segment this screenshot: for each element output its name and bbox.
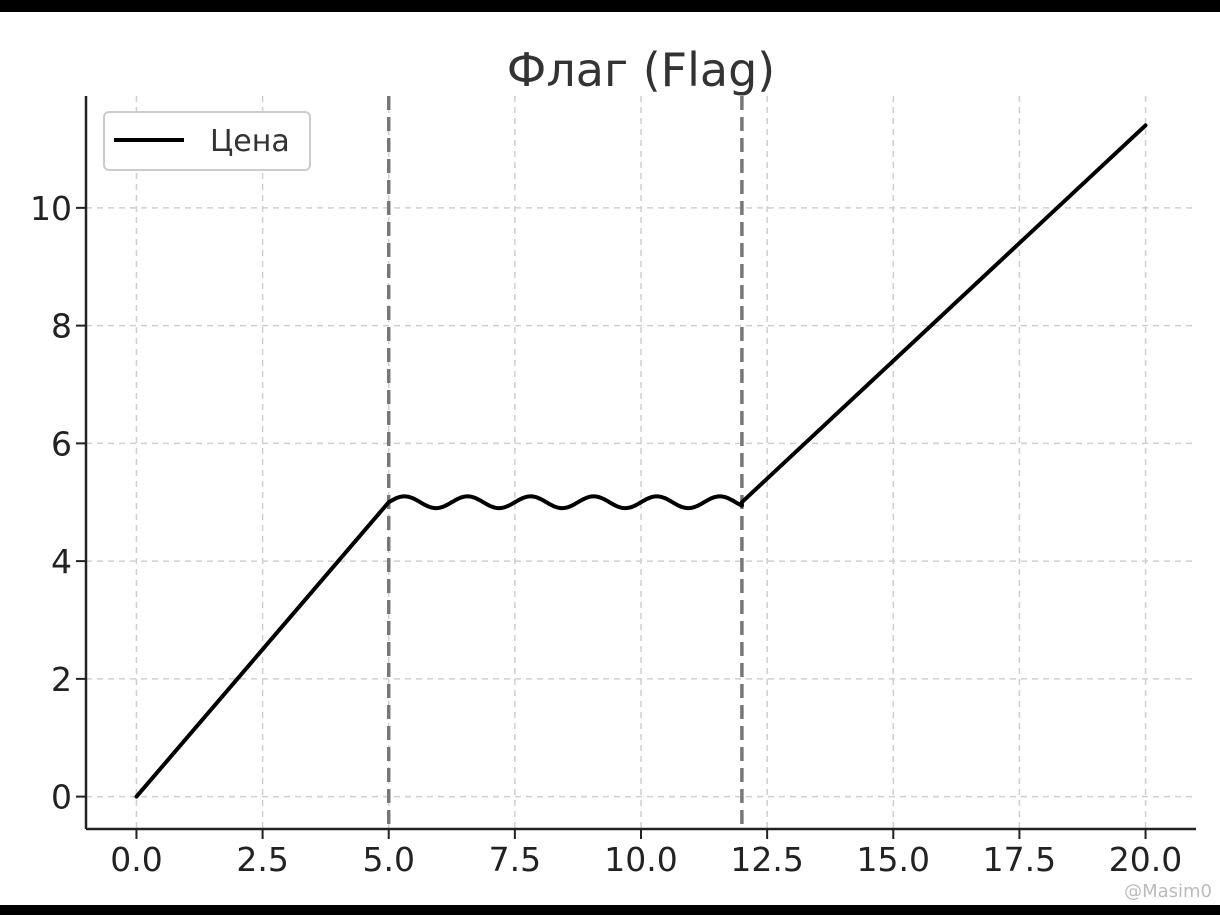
vertical-markers xyxy=(386,96,744,829)
x-tick-label: 0.0 xyxy=(110,840,162,879)
y-tick-label: 0 xyxy=(51,778,72,817)
x-tick-label: 20.0 xyxy=(1109,840,1182,879)
x-tick-label: 15.0 xyxy=(857,840,930,879)
grid xyxy=(86,96,1196,829)
x-tick-label: 12.5 xyxy=(730,840,803,879)
x-tick-label: 7.5 xyxy=(489,840,541,879)
y-tick-label: 4 xyxy=(51,542,72,581)
x-tick-label: 5.0 xyxy=(362,840,414,879)
y-tick-label: 10 xyxy=(30,189,72,228)
legend: Цена xyxy=(103,111,311,171)
chart-title: Флаг (Flag) xyxy=(507,43,776,97)
ticks: 0.0 2.5 5.0 7.5 10.0 12.5 15.0 17.5 20.0 0 2 4 6 8 10 xyxy=(30,189,1182,879)
y-tick-label: 2 xyxy=(51,660,72,699)
y-tick-label: 6 xyxy=(51,424,72,463)
chart-frame: Флаг (Flag) 0.0 2.5 5.0 7.5 10.0 12.5 15.0 17.5… xyxy=(0,12,1220,905)
x-tick-label: 10.0 xyxy=(604,840,677,879)
chart: Флаг (Flag) 0.0 2.5 5.0 7.5 10.0 12.5 15.0 17.5… xyxy=(30,43,1212,902)
series-layer xyxy=(134,123,1148,799)
legend-label: Цена xyxy=(210,124,290,159)
x-tick-label: 17.5 xyxy=(983,840,1056,879)
watermark: @Masim0 xyxy=(1124,881,1212,902)
series-line-price xyxy=(134,123,1148,799)
x-tick-label: 2.5 xyxy=(236,840,288,879)
y-tick-label: 8 xyxy=(51,307,72,346)
legend-box xyxy=(103,111,311,171)
